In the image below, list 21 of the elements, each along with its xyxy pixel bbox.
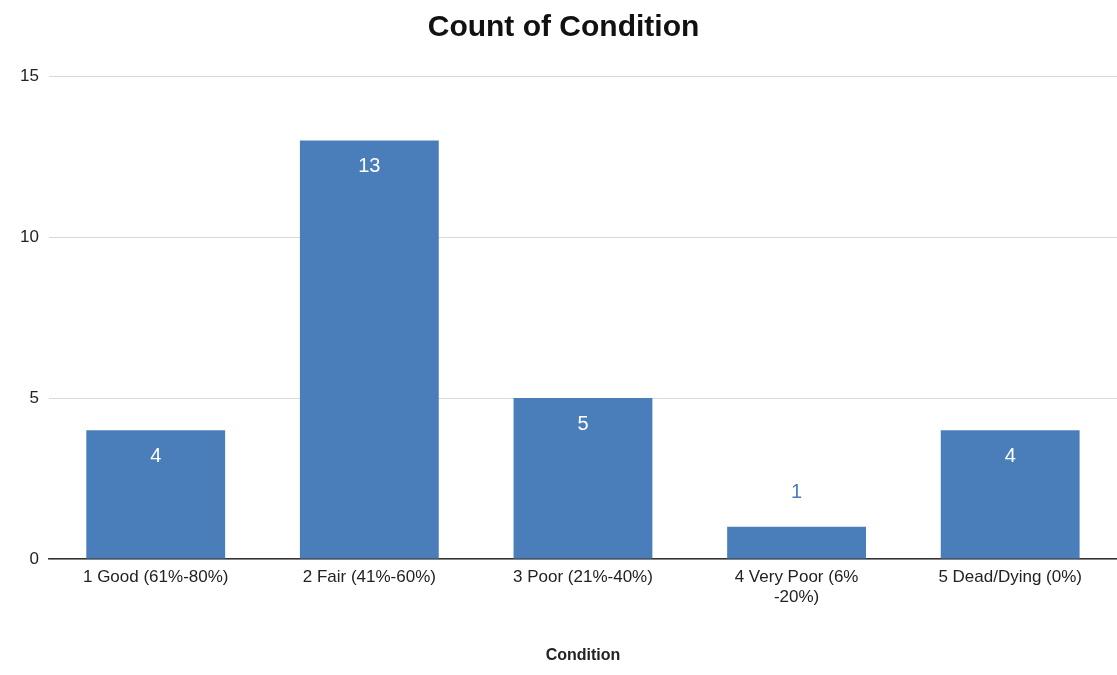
- x-tick-label: 4 Very Poor (6% -20%): [734, 566, 859, 607]
- y-tick-label: 0: [29, 548, 39, 568]
- bar: [727, 526, 866, 559]
- data-label: 13: [358, 153, 381, 176]
- y-tick-label: 5: [29, 387, 39, 407]
- x-tick-label: 1 Good (61%-80%): [82, 566, 229, 586]
- data-label: 5: [577, 411, 589, 434]
- bar: [299, 140, 439, 559]
- y-tick-label: 10: [19, 226, 39, 246]
- x-tick-label: 5 Dead/Dying (0%): [938, 566, 1082, 586]
- chart-title: Count of Condition: [427, 9, 700, 43]
- data-label: 4: [150, 443, 162, 466]
- x-tick-label: 3 Poor (21%-40%): [513, 566, 653, 586]
- bar: [940, 430, 1080, 559]
- x-tick-label: 2 Fair (41%-60%): [302, 566, 436, 586]
- bar: [513, 398, 653, 559]
- x-axis-title: Condition: [545, 645, 621, 663]
- y-tick-label: 15: [19, 65, 39, 85]
- data-label: 4: [1004, 443, 1016, 466]
- data-label: 1: [791, 480, 803, 503]
- bar: [86, 430, 226, 559]
